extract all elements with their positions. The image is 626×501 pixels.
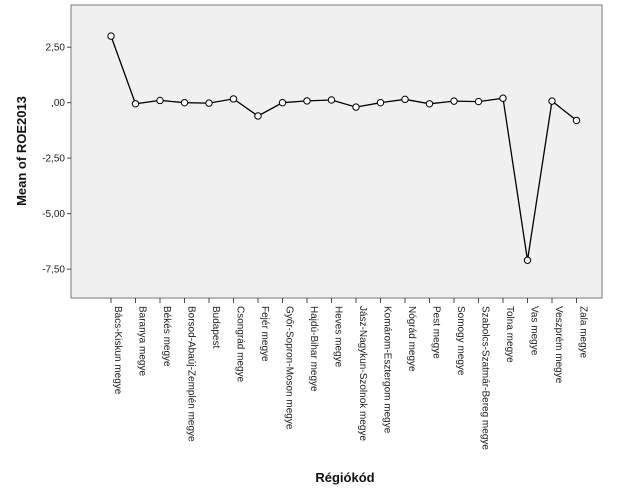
x-tick-label: Szabolcs-Szatmár-Bereg megye	[480, 306, 491, 450]
data-point	[229, 95, 238, 103]
y-tick-label: 2,50	[46, 43, 66, 54]
y-tick-label: -2,50	[42, 154, 65, 165]
data-point	[352, 103, 360, 111]
x-tick-label: Nógrád megye	[406, 306, 417, 372]
data-point	[107, 32, 115, 40]
x-axis-title: Régiókód	[315, 470, 374, 485]
x-tick-label: Borsod-Abaúj-Zemplén megye	[186, 306, 197, 442]
x-tick-label: Veszprém megye	[553, 306, 564, 384]
data-point	[425, 100, 434, 108]
x-tick-label: Heves megye	[333, 306, 344, 368]
x-tick-label: Győr-Sopron-Moson megye	[284, 306, 295, 430]
x-tick-label: Jász-Nagykun-Szolnok megye	[357, 306, 368, 441]
data-point	[474, 97, 483, 106]
x-tick-label: Békés megye	[161, 306, 172, 367]
data-point	[499, 94, 507, 102]
y-axis: 2,50 ,00 -2,50 -5,00 -7,50	[42, 43, 71, 276]
x-axis: Bács-Kiskun megye Baranya megye Békés megy…	[110, 298, 589, 450]
data-point	[303, 97, 311, 105]
x-tick-label: Zala megye	[578, 306, 589, 359]
y-axis-title: Mean of ROE2013	[14, 96, 29, 206]
data-point	[376, 98, 385, 107]
data-point	[278, 98, 287, 107]
data-point	[572, 116, 581, 125]
y-tick-label: ,00	[51, 98, 65, 109]
y-tick-label: -7,50	[42, 265, 65, 276]
data-point	[131, 100, 140, 108]
x-tick-label: Bács-Kiskun megye	[112, 306, 123, 395]
x-tick-label: Baranya megye	[137, 306, 148, 376]
data-point	[523, 256, 532, 264]
x-tick-label: Vas megye	[529, 306, 540, 356]
plot-area	[70, 4, 603, 299]
data-point	[205, 99, 213, 107]
series-line	[110, 35, 577, 261]
x-tick-label: Komárom-Esztergom megye	[382, 306, 393, 434]
x-tick-label: Hajdú-Bihar megye	[308, 306, 319, 392]
data-point	[156, 96, 164, 105]
data-points	[107, 32, 581, 264]
y-tick-label: -5,00	[42, 209, 65, 220]
x-tick-label: Fejér megye	[259, 306, 270, 362]
x-tick-label: Budapest	[210, 306, 221, 348]
data-point	[180, 98, 189, 107]
x-tick-label: Somogy megye	[455, 306, 466, 376]
data-point	[548, 97, 556, 105]
data-point	[401, 95, 409, 104]
x-tick-label: Pest megye	[431, 306, 442, 359]
data-point	[254, 112, 262, 120]
data-point	[450, 97, 458, 105]
x-tick-label: Tolna megye	[504, 306, 515, 363]
x-tick-label: Csongrád megye	[235, 306, 246, 383]
data-point	[327, 96, 336, 104]
